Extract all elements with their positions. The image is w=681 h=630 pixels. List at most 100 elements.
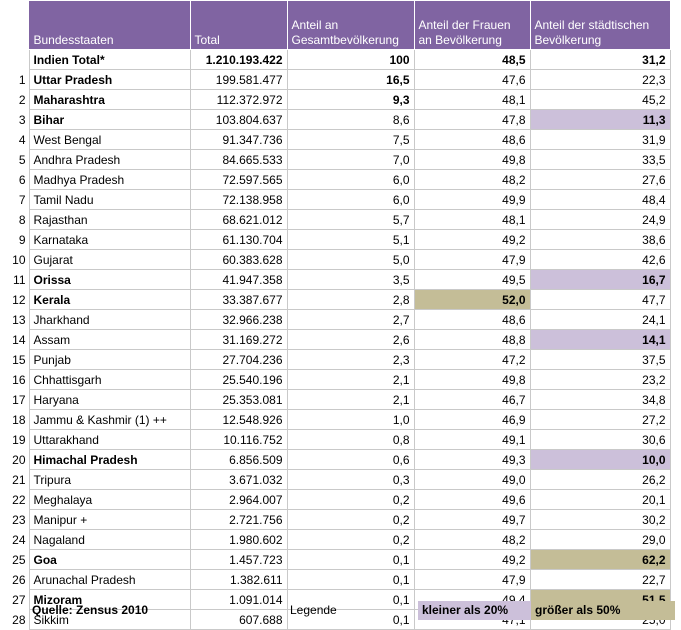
row-urban-share: 22,7 (529, 569, 671, 590)
table-row: 9 Karnataka 61.130.704 5,1 49,2 38,6 (0, 229, 671, 250)
row-state-name: Gujarat (28, 249, 191, 270)
row-rank: 28 (12, 612, 26, 627)
row-share: 2,6 (286, 329, 415, 350)
legend-high-swatch: größer als 50% (531, 601, 675, 620)
row-rank: 23 (12, 512, 26, 527)
row-rank: 7 (18, 192, 26, 207)
row-rank: 19 (12, 432, 26, 447)
table-row: 17 Haryana 25.353.081 2,1 46,7 34,8 (0, 389, 671, 410)
row-share: 0,8 (286, 429, 415, 450)
table-row: 13 Jharkhand 32.966.238 2,7 48,6 24,1 (0, 309, 671, 330)
row-rank: 5 (18, 152, 26, 167)
row-urban-share: 26,2 (529, 469, 671, 490)
row-rank: 12 (12, 292, 26, 307)
row-share: 16,5 (286, 69, 415, 90)
row-state-name: Manipur + (28, 509, 191, 530)
row-total: 60.383.628 (189, 249, 288, 270)
row-state-name: Maharashtra (28, 89, 191, 110)
table-row: 21 Tripura 3.671.032 0,3 49,0 26,2 (0, 469, 671, 490)
row-women-share: 49,1 (413, 429, 531, 450)
row-urban-share: 30,2 (529, 509, 671, 530)
row-urban-share: 48,4 (529, 189, 671, 210)
table-row: 2 Maharashtra 112.372.972 9,3 48,1 45,2 (0, 89, 671, 110)
table-row: 12 Kerala 33.387.677 2,8 52,0 47,7 (0, 289, 671, 310)
row-total: 25.540.196 (189, 369, 288, 390)
table-row: 19 Uttarakhand 10.116.752 0,8 49,1 30,6 (0, 429, 671, 450)
row-urban-share: 29,0 (529, 529, 671, 550)
row-rank: 20 (12, 452, 26, 467)
row-rank: 3 (18, 112, 26, 127)
row-women-share: 47,2 (413, 349, 531, 370)
row-share: 2,1 (286, 389, 415, 410)
row-state-name: Rajasthan (28, 209, 191, 230)
table-row: 26 Arunachal Pradesh 1.382.611 0,1 47,9 22,7 (0, 569, 671, 590)
row-share: 3,5 (286, 269, 415, 290)
row-state-name: Andhra Pradesh (28, 149, 191, 170)
row-share: 0,2 (286, 509, 415, 530)
row-urban-share: 30,6 (529, 429, 671, 450)
row-share: 9,3 (286, 89, 415, 110)
row-state-name: Chhattisgarh (28, 369, 191, 390)
row-women-share: 46,9 (413, 409, 531, 430)
row-women-share: 47,8 (413, 109, 531, 130)
row-state-name: Goa (28, 549, 191, 570)
row-state-name: Arunachal Pradesh (28, 569, 191, 590)
row-state-name: Kerala (28, 289, 191, 310)
row-urban-share: 33,5 (529, 149, 671, 170)
row-women-share: 49,9 (413, 189, 531, 210)
table-row: 24 Nagaland 1.980.602 0,2 48,2 29,0 (0, 529, 671, 550)
row-total: 199.581.477 (189, 69, 288, 90)
row-urban-share: 24,1 (529, 309, 671, 330)
row-rank: 11 (13, 272, 26, 287)
row-women-share: 47,9 (413, 569, 531, 590)
row-share: 0,6 (286, 449, 415, 470)
row-urban-share: 14,1 (529, 329, 671, 350)
table-row: 18 Jammu & Kashmir (1) ++ 12.548.926 1,0 46,… (0, 409, 671, 430)
row-women-share: 48,2 (413, 529, 531, 550)
total-row: Indien Total* 1.210.193.422 100 48,5 31,… (0, 49, 671, 70)
table-row: 20 Himachal Pradesh 6.856.509 0,6 49,3 10,0 (0, 449, 671, 470)
row-urban-share: 27,2 (529, 409, 671, 430)
row-total: 10.116.752 (189, 429, 288, 450)
row-share: 0,2 (286, 529, 415, 550)
row-urban-share: 10,0 (529, 449, 671, 470)
footer: Quelle: Zensus 2010 Legende kleiner als … (0, 599, 681, 624)
row-women-share: 52,0 (413, 289, 531, 310)
header-women: Anteil der Frauen an Bevölkerung (413, 0, 531, 50)
row-share: 2,1 (286, 369, 415, 390)
row-total: 25.353.081 (189, 389, 288, 410)
row-state-name: Uttarakhand (28, 429, 191, 450)
total-row-women: 48,5 (413, 49, 531, 70)
row-share: 0,1 (286, 549, 415, 570)
row-rank: 9 (18, 232, 26, 247)
row-women-share: 49,6 (413, 489, 531, 510)
table-row: 10 Gujarat 60.383.628 5,0 47,9 42,6 (0, 249, 671, 270)
total-row-name: Indien Total* (28, 49, 191, 70)
header-state: Bundesstaaten (28, 0, 191, 50)
row-total: 3.671.032 (189, 469, 288, 490)
row-share: 2,3 (286, 349, 415, 370)
row-state-name: Tamil Nadu (28, 189, 191, 210)
row-state-name: Jammu & Kashmir (1) ++ (28, 409, 191, 430)
table-row: 11 Orissa 41.947.358 3,5 49,5 16,7 (0, 269, 671, 290)
row-urban-share: 24,9 (529, 209, 671, 230)
row-women-share: 48,6 (413, 309, 531, 330)
row-total: 91.347.736 (189, 129, 288, 150)
row-share: 0,1 (286, 569, 415, 590)
row-total: 1.091.014 (189, 589, 288, 610)
row-women-share: 48,6 (413, 129, 531, 150)
row-women-share: 47,9 (413, 249, 531, 270)
row-urban-share: 45,2 (529, 89, 671, 110)
table-row: 16 Chhattisgarh 25.540.196 2,1 49,8 23,2 (0, 369, 671, 390)
row-urban-share: 31,9 (529, 129, 671, 150)
row-women-share: 49,2 (413, 549, 531, 570)
row-total: 72.138.958 (189, 189, 288, 210)
row-state-name: Madhya Pradesh (28, 169, 191, 190)
row-urban-share: 34,8 (529, 389, 671, 410)
row-total: 31.169.272 (189, 329, 288, 350)
row-share: 2,7 (286, 309, 415, 330)
row-total: 103.804.637 (189, 109, 288, 130)
row-urban-share: 62,2 (529, 549, 671, 570)
row-state-name: West Bengal (28, 129, 191, 150)
row-rank: 24 (12, 532, 26, 547)
